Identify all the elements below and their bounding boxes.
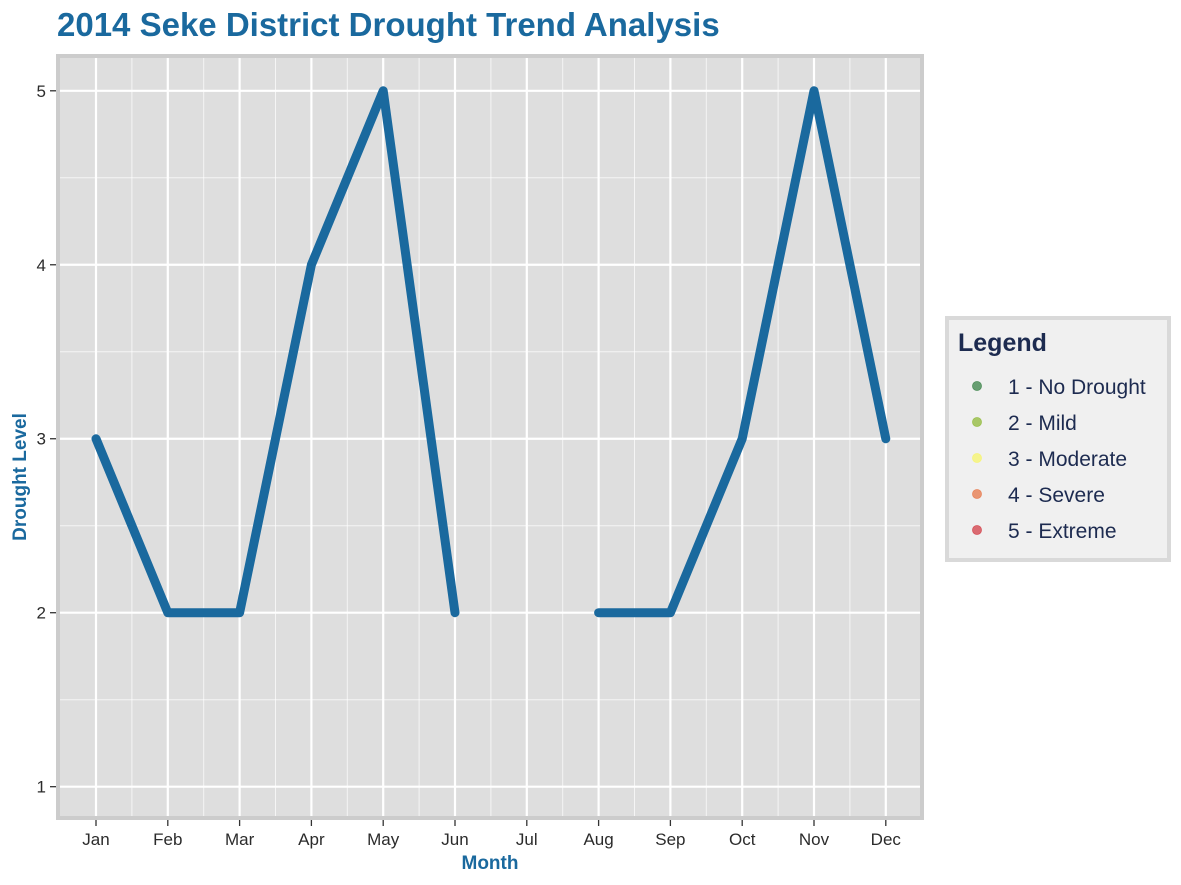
y-tick-label: 4 (37, 256, 46, 275)
chart-title: 2014 Seke District Drought Trend Analysi… (57, 6, 720, 43)
x-axis-title: Month (462, 853, 519, 874)
legend-label: 1 - No Drought (1008, 376, 1146, 399)
legend-title: Legend (958, 329, 1047, 357)
x-tick-label: Oct (729, 830, 756, 849)
y-tick-label: 5 (37, 82, 46, 101)
y-axis: 1 2 3 4 5 (37, 82, 56, 797)
x-tick-label: Mar (225, 830, 255, 849)
y-tick-label: 3 (37, 430, 46, 449)
x-tick-label: Apr (298, 830, 325, 849)
drought-series (91, 86, 891, 618)
legend-label: 5 - Extreme (1008, 520, 1117, 543)
y-tick-label: 1 (37, 778, 46, 797)
x-axis: Jan Feb Mar Apr May Jun Jul Aug Sep Oct Nov Dec (82, 820, 901, 849)
x-tick-label: Jul (516, 830, 538, 849)
legend-key (972, 489, 982, 499)
x-tick-label: May (367, 830, 400, 849)
legend-items: 1 - No Drought 2 - Mild 3 - Moderate 4 - Se… (972, 376, 1146, 543)
legend: Legend 1 - No Drought 2 - Mild 3 - Moderat… (945, 316, 1171, 562)
legend-key (972, 453, 982, 463)
legend-box (945, 316, 1171, 562)
grid-lines (60, 58, 920, 816)
legend-label: 3 - Moderate (1008, 448, 1127, 471)
legend-key (972, 417, 982, 427)
x-tick-label: Sep (655, 830, 685, 849)
y-axis-title: Drought Level (10, 413, 31, 541)
x-tick-label: Feb (153, 830, 182, 849)
plot-panel (56, 54, 924, 820)
y-tick-label: 2 (37, 604, 46, 623)
series-line-segment (91, 86, 460, 618)
x-tick-label: Jan (82, 830, 109, 849)
legend-key (972, 381, 982, 391)
x-tick-label: Jun (441, 830, 468, 849)
legend-key (972, 525, 982, 535)
legend-label: 2 - Mild (1008, 412, 1077, 435)
legend-label: 4 - Severe (1008, 484, 1105, 507)
x-tick-label: Aug (583, 830, 613, 849)
series-line-segment (594, 86, 891, 618)
x-tick-label: Dec (871, 830, 902, 849)
x-tick-label: Nov (799, 830, 830, 849)
